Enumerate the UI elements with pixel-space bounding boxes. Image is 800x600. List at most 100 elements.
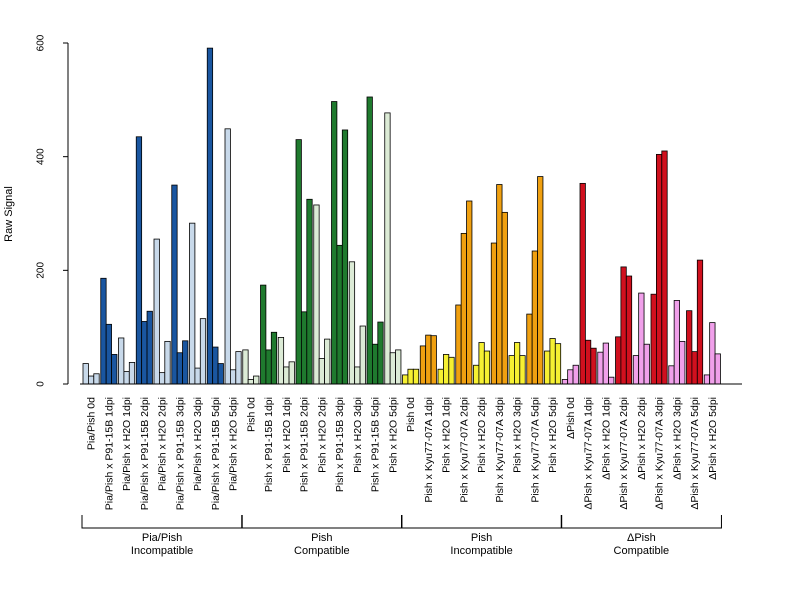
bar bbox=[300, 311, 308, 385]
bar bbox=[608, 376, 615, 385]
bar bbox=[579, 182, 586, 385]
bar bbox=[679, 340, 686, 385]
bar bbox=[359, 325, 366, 385]
category-label: Pish 0d bbox=[245, 397, 257, 432]
bar bbox=[306, 198, 313, 385]
bar bbox=[265, 349, 272, 385]
bar bbox=[171, 184, 178, 385]
bar bbox=[478, 342, 485, 385]
bar bbox=[615, 336, 622, 385]
bar bbox=[402, 374, 409, 385]
bar bbox=[696, 259, 704, 385]
bar bbox=[686, 310, 693, 385]
y-axis: 0 200 400 600 bbox=[36, 34, 69, 387]
bar bbox=[501, 211, 508, 385]
bar bbox=[620, 266, 627, 385]
bar bbox=[336, 244, 343, 385]
bar bbox=[100, 277, 107, 385]
bar bbox=[189, 222, 196, 385]
bar bbox=[483, 350, 491, 385]
category-label: Pish x P91-15B 5dpi bbox=[370, 397, 382, 492]
bar bbox=[253, 375, 260, 385]
category-label: ΔPish x H2O 1dpi bbox=[600, 397, 612, 480]
bar bbox=[123, 371, 130, 385]
bar bbox=[141, 321, 148, 385]
bar bbox=[561, 379, 569, 385]
group-label-line2: Compatible bbox=[614, 545, 670, 557]
category-label: ΔPish x Kyu77-07A 3dpi bbox=[654, 397, 666, 510]
bar bbox=[466, 200, 473, 385]
category-label: ΔPish x Kyu77-07A 1dpi bbox=[583, 397, 595, 510]
group-label-line1: Pish bbox=[471, 532, 492, 544]
bar bbox=[714, 353, 721, 385]
bar bbox=[384, 112, 391, 385]
bar bbox=[597, 351, 604, 385]
group-label-line1: ΔPish bbox=[627, 532, 656, 544]
bar bbox=[224, 128, 231, 385]
bar bbox=[366, 96, 373, 385]
bar bbox=[650, 293, 657, 385]
bar bbox=[419, 345, 427, 385]
bars bbox=[82, 47, 721, 385]
category-label: Pia/Pish x P91-15B 5dpi bbox=[210, 397, 222, 510]
bar bbox=[526, 313, 533, 385]
bar bbox=[656, 153, 663, 385]
bar bbox=[348, 261, 356, 385]
y-tick-label: 400 bbox=[36, 148, 47, 165]
bar bbox=[448, 356, 455, 385]
category-label: Pish x P91-15B 1dpi bbox=[263, 397, 275, 492]
y-tick-label: 200 bbox=[36, 262, 47, 279]
group-label-line2: Incompatible bbox=[131, 545, 193, 557]
category-label: Pish x H2O 1dpi bbox=[281, 397, 293, 473]
bar bbox=[519, 355, 526, 385]
bar bbox=[270, 331, 278, 385]
bar bbox=[324, 338, 331, 385]
category-label: Pia/Pish x P91-15B 1dpi bbox=[103, 397, 115, 510]
bar bbox=[260, 284, 267, 385]
bar bbox=[153, 238, 160, 385]
bar bbox=[473, 364, 480, 385]
category-label: ΔPish 0d bbox=[565, 397, 577, 439]
bar bbox=[442, 354, 450, 385]
bar bbox=[341, 129, 349, 385]
bar bbox=[176, 352, 183, 385]
bar bbox=[709, 322, 716, 385]
bar bbox=[638, 292, 645, 385]
category-label: Pish x H2O 3dpi bbox=[512, 397, 524, 473]
category-label: ΔPish x Kyu77-07A 5dpi bbox=[689, 397, 701, 510]
bar bbox=[430, 335, 437, 385]
bar bbox=[412, 368, 420, 385]
category-label: Pia/Pish x H2O 1dpi bbox=[121, 397, 133, 491]
category-label: ΔPish x H2O 5dpi bbox=[707, 397, 719, 480]
bar bbox=[572, 364, 579, 385]
bar bbox=[585, 339, 592, 385]
bar bbox=[247, 379, 254, 385]
category-label: ΔPish x Kyu77-07A 2dpi bbox=[618, 397, 630, 510]
bar bbox=[407, 368, 414, 385]
bar bbox=[643, 343, 650, 385]
group-bracket bbox=[241, 515, 403, 529]
bar bbox=[206, 47, 214, 385]
bar bbox=[235, 351, 242, 385]
bar bbox=[295, 139, 302, 385]
bar bbox=[508, 355, 515, 385]
bar bbox=[146, 310, 153, 385]
category-label: Pish x Kyu77-07A 2dpi bbox=[458, 397, 470, 503]
group-label-line1: Pia/Pish bbox=[142, 532, 182, 544]
bar bbox=[496, 184, 503, 385]
bar bbox=[668, 365, 675, 385]
bar bbox=[318, 358, 325, 385]
bar bbox=[602, 342, 609, 385]
category-label: Pish x P91-15B 3dpi bbox=[334, 397, 346, 492]
bar bbox=[371, 343, 379, 385]
bar bbox=[331, 101, 338, 385]
bar bbox=[354, 366, 361, 385]
bar bbox=[691, 351, 698, 385]
bar bbox=[242, 349, 249, 385]
group-bracket bbox=[81, 515, 243, 529]
bar bbox=[158, 372, 166, 385]
group-label-line1: Pish bbox=[311, 532, 332, 544]
bar bbox=[105, 323, 112, 385]
y-tick-label: 0 bbox=[36, 381, 47, 387]
category-label: Pia/Pish 0d bbox=[86, 397, 98, 450]
